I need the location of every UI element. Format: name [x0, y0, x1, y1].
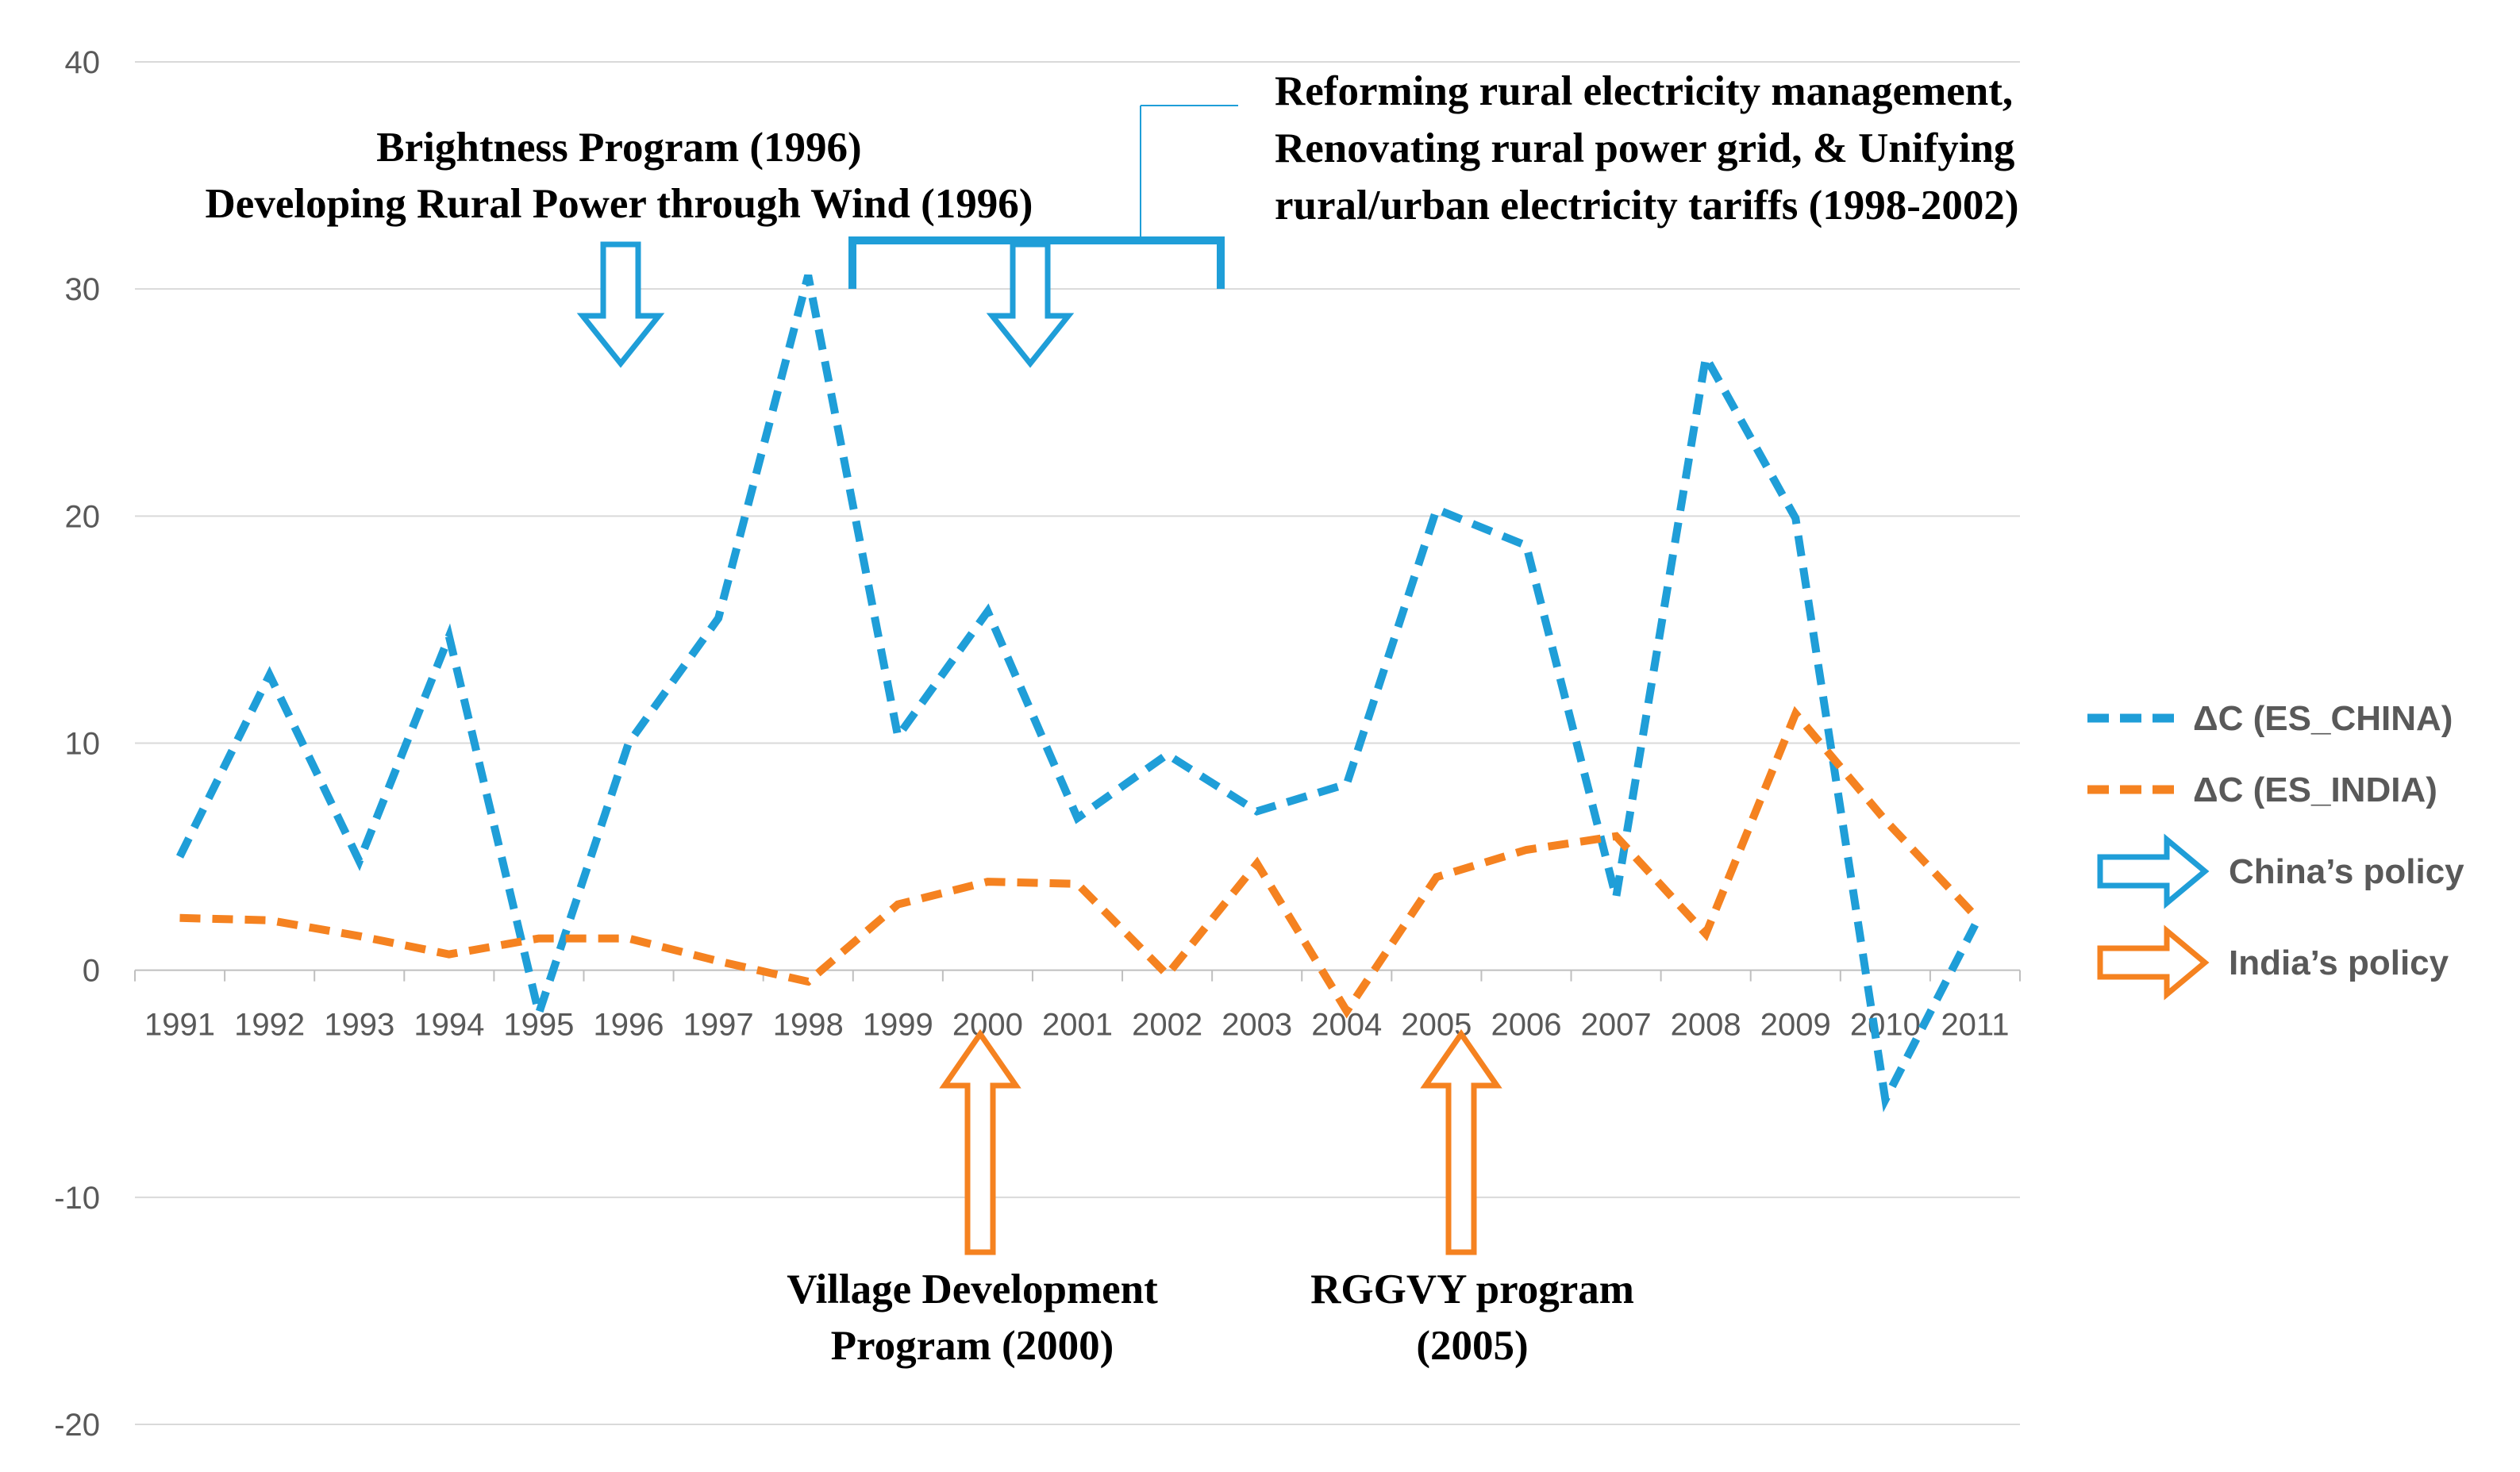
legend-item-india-series: ΔC (ES_INDIA) [2087, 771, 2437, 809]
data-point [1525, 849, 1526, 850]
data-point [1885, 820, 1886, 821]
data-point [987, 611, 988, 612]
y-tick-label: 40 [65, 45, 101, 80]
data-point [1885, 1099, 1886, 1100]
x-tick-label: 1996 [594, 1008, 664, 1043]
data-point [448, 954, 449, 955]
annotation-china-1998-2002-line-1: Reforming rural electricity management, [1275, 68, 2013, 114]
data-point [1256, 863, 1257, 864]
data-point [1346, 784, 1347, 785]
x-tick-label: 1995 [503, 1008, 574, 1043]
x-tick-label: 2000 [952, 1008, 1023, 1043]
x-tick-label: 2006 [1491, 1008, 1561, 1043]
legend-label-india: ΔC (ES_INDIA) [2193, 771, 2437, 809]
annotation-china-1998-2002: Reforming rural electricity management, … [1275, 68, 2019, 229]
legend-label-india-policy: India’s policy [2229, 944, 2449, 982]
x-tick-label: 2008 [1671, 1008, 1741, 1043]
y-tick-label: -10 [54, 1181, 100, 1216]
y-axis-tick-labels: 40 30 20 10 0 -10 -20 [54, 45, 100, 1443]
x-tick-label: 2003 [1222, 1008, 1292, 1043]
x-tick-label: 2001 [1042, 1008, 1113, 1043]
right-arrow-icon [2097, 833, 2210, 909]
data-point [359, 861, 360, 862]
legend-item-india-policy: India’s policy [2097, 924, 2449, 1001]
data-point [1975, 924, 1976, 925]
data-point [1975, 915, 1976, 916]
annotation-india-2000-line-1: Village Development [787, 1266, 1158, 1313]
series-china [176, 274, 1979, 1113]
y-tick-label: -20 [54, 1408, 100, 1443]
legend-item-china-policy: China’s policy [2097, 833, 2464, 909]
data-point [1167, 974, 1168, 975]
legend-item-china-series: ΔC (ES_CHINA) [2087, 699, 2453, 738]
data-point [1167, 754, 1168, 755]
legend-label-china-policy: China’s policy [2229, 852, 2464, 891]
data-point [718, 618, 719, 619]
x-tick-label: 2002 [1132, 1008, 1202, 1043]
data-point [1077, 883, 1078, 884]
annotation-china-1998-2002-line-2: Renovating rural power grid, & Unifying [1275, 125, 2014, 171]
x-tick-label: 1999 [863, 1008, 933, 1043]
annotation-india-2005-line-2: (2005) [1416, 1323, 1528, 1369]
x-tick-label: 1991 [144, 1008, 215, 1043]
x-tick-label: 1998 [773, 1008, 844, 1043]
right-arrow-icon [2097, 924, 2210, 1001]
series-india [179, 705, 1979, 1019]
annotation-india-2005-line-1: RGGVY program [1310, 1266, 1634, 1313]
x-tick-label: 2007 [1581, 1008, 1652, 1043]
legend-label-china: ΔC (ES_CHINA) [2193, 699, 2453, 738]
data-point [1346, 1011, 1347, 1012]
data-point [538, 1013, 539, 1014]
data-point [1616, 897, 1617, 898]
y-tick-label: 10 [65, 727, 101, 762]
y-tick-label: 30 [65, 272, 101, 307]
data-point [1525, 545, 1526, 546]
data-point [179, 917, 180, 918]
data-point [1436, 877, 1437, 878]
x-tick-label: 1992 [234, 1008, 305, 1043]
x-axis-tick-labels: 1991 1992 1993 1994 1995 1996 1997 1998 1999 2000… [144, 1008, 2009, 1043]
annotation-india-2005: RGGVY program (2005) [1310, 1266, 1634, 1369]
india-policy-arrow-2005 [1420, 1028, 1502, 1255]
x-tick-label: 2010 [1850, 1008, 1921, 1043]
data-point [1256, 811, 1257, 812]
series-line [176, 274, 1979, 1113]
china-policy-bracket-1998-2002 [848, 105, 1238, 289]
annotation-india-2000-line-2: Program (2000) [831, 1323, 1114, 1369]
data-point [538, 938, 539, 939]
annotation-china-1996-line-1: Brightness Program (1996) [376, 125, 861, 171]
india-policy-arrow-2000 [939, 1028, 1021, 1255]
china-policy-arrow-1998-2002 [986, 241, 1075, 368]
data-point [1077, 817, 1078, 818]
y-tick-label: 20 [65, 499, 101, 534]
gridlines [135, 61, 2020, 1425]
x-tick-label: 2011 [1941, 1008, 2009, 1043]
y-tick-label: 0 [83, 954, 100, 989]
annotation-china-1996: Brightness Program (1996) Developing Rur… [206, 125, 1033, 227]
data-point [1795, 713, 1796, 714]
data-point [1795, 518, 1796, 519]
annotation-china-1996-line-2: Developing Rural Power through Wind (199… [206, 181, 1033, 227]
x-tick-label: 1993 [324, 1008, 394, 1043]
x-tick-label: 1997 [683, 1008, 754, 1043]
annotation-china-1998-2002-line-3: rural/urban electricity tariffs (1998-20… [1275, 183, 2019, 229]
series-line [179, 705, 1979, 1019]
data-point [179, 856, 180, 857]
legend: ΔC (ES_CHINA) ΔC (ES_INDIA) China’s poli… [2087, 699, 2464, 1001]
annotation-india-2000: Village Development Program (2000) [787, 1266, 1158, 1369]
data-point [448, 636, 449, 637]
china-policy-arrow-1996 [576, 241, 665, 368]
x-tick-label: 1994 [414, 1008, 484, 1043]
data-point [808, 981, 809, 982]
x-axis [134, 969, 2021, 982]
x-tick-label: 2009 [1760, 1008, 1831, 1043]
data-series [176, 274, 1979, 1113]
data-point [718, 961, 719, 962]
